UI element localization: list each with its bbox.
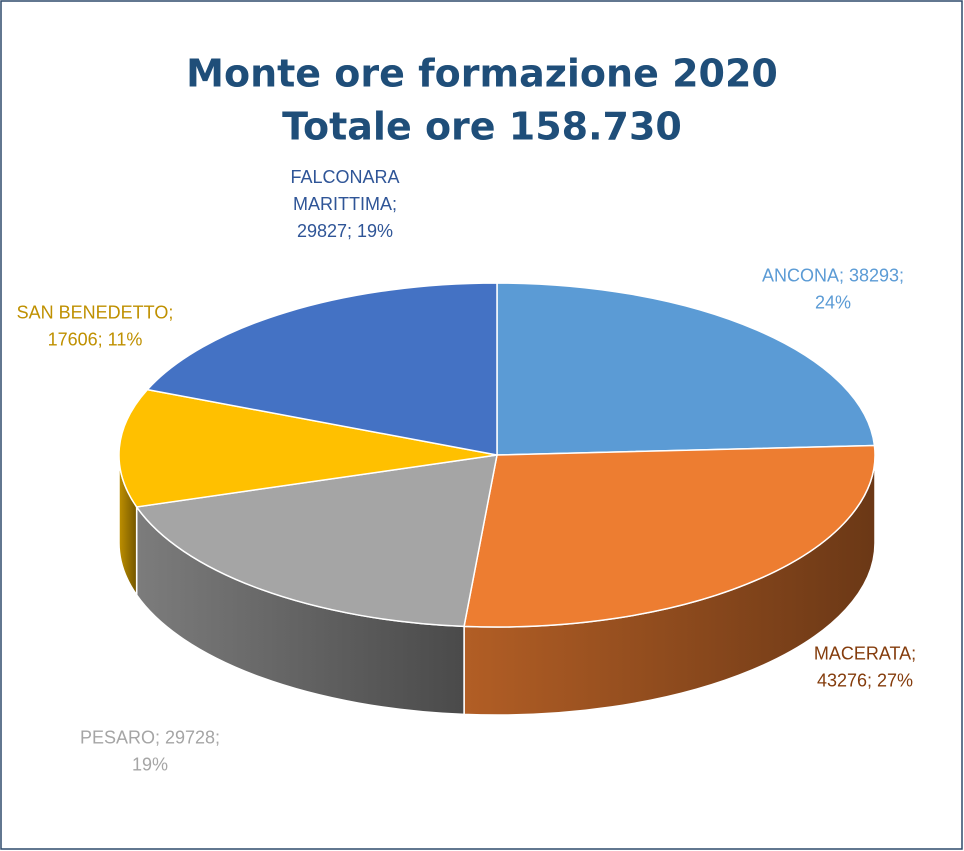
data-label: ANCONA; 38293; <box>762 265 904 285</box>
slice <box>118 388 498 508</box>
data-label: SAN BENEDETTO; <box>17 302 174 322</box>
data-label: 17606; 11% <box>48 329 143 349</box>
data-label: 24% <box>815 292 851 312</box>
data-label: 43276; 27% <box>817 670 913 690</box>
data-label: FALCONARA <box>290 167 399 187</box>
chart-title: Monte ore formazione 2020 <box>186 52 778 96</box>
slice <box>463 444 876 628</box>
data-label: 29827; 19% <box>297 221 393 241</box>
data-label: 19% <box>132 754 168 774</box>
slice <box>135 454 498 628</box>
data-label: PESARO; 29728; <box>80 727 220 747</box>
data-label: MARITTIMA; <box>293 194 397 214</box>
chart-subtitle: Totale ore 158.730 <box>282 105 682 149</box>
slice <box>496 282 876 456</box>
data-label: MACERATA; <box>814 643 916 663</box>
slice <box>145 282 498 456</box>
